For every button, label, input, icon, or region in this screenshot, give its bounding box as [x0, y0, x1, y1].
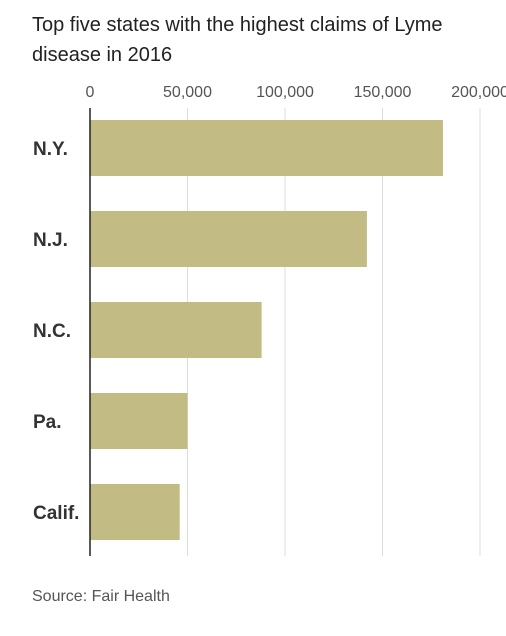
source-note: Source: Fair Health	[32, 588, 170, 605]
chart-title: Top five states with the highest claims …	[32, 14, 443, 66]
bar	[90, 211, 367, 267]
category-label: Calif.	[33, 503, 79, 524]
category-label: N.J.	[33, 230, 68, 251]
bars	[90, 120, 443, 540]
bar	[90, 120, 443, 176]
x-tick-label: 50,000	[163, 84, 212, 101]
category-label: N.Y.	[33, 139, 68, 160]
category-label: N.C.	[33, 321, 71, 342]
x-tick-label: 200,000	[451, 84, 506, 101]
category-label: Pa.	[33, 412, 62, 433]
x-tick-label: 150,000	[354, 84, 412, 101]
x-tick-label: 100,000	[256, 84, 314, 101]
x-axis-ticks: 0 50,000 100,000 150,000 200,000	[86, 84, 506, 101]
bar	[90, 393, 188, 449]
x-tick-label: 0	[86, 84, 95, 101]
bar	[90, 484, 180, 540]
bar	[90, 302, 262, 358]
category-labels: N.Y. N.J. N.C. Pa. Calif.	[33, 139, 79, 524]
